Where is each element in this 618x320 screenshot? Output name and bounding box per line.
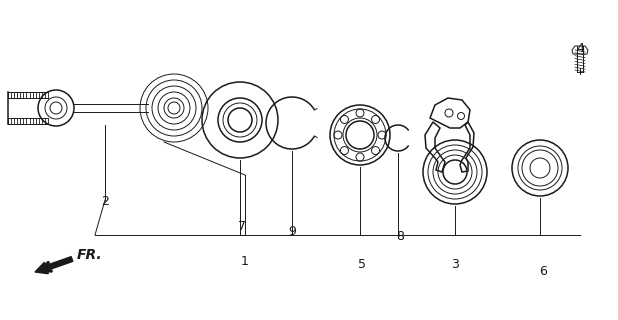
Text: 2: 2	[101, 195, 109, 208]
Text: 1: 1	[241, 255, 249, 268]
Text: 4: 4	[576, 42, 584, 55]
Text: 6: 6	[539, 265, 547, 278]
Text: FR.: FR.	[77, 248, 103, 262]
Text: 3: 3	[451, 258, 459, 271]
Text: 7: 7	[238, 220, 246, 233]
FancyArrow shape	[35, 257, 73, 274]
Text: 9: 9	[288, 225, 296, 238]
Text: 8: 8	[396, 230, 404, 243]
Text: 5: 5	[358, 258, 366, 271]
